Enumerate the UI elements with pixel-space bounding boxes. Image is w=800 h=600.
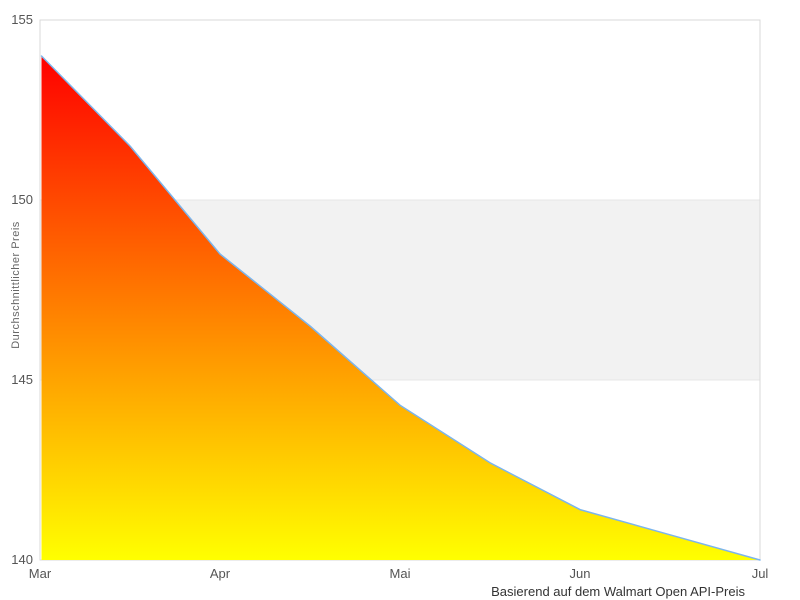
x-tick-label-mai: Mai xyxy=(389,566,411,581)
x-tick-label-mar: Mar xyxy=(28,566,52,581)
x-tick-label-jun: Jun xyxy=(569,566,591,581)
y-tick-label-155: 155 xyxy=(11,12,33,27)
y-tick-label-140: 140 xyxy=(11,552,33,567)
chart-caption: Basierend auf dem Walmart Open API-Preis xyxy=(491,584,745,599)
x-tick-label-jul: Jul xyxy=(751,566,769,581)
x-tick-label-apr: Apr xyxy=(209,566,231,581)
y-axis-title: Durchschnittlicher Preis xyxy=(10,221,22,349)
price-area xyxy=(41,56,760,560)
y-tick-label-150: 150 xyxy=(11,192,33,207)
y-tick-label-145: 145 xyxy=(11,372,33,387)
price-line xyxy=(40,55,761,561)
